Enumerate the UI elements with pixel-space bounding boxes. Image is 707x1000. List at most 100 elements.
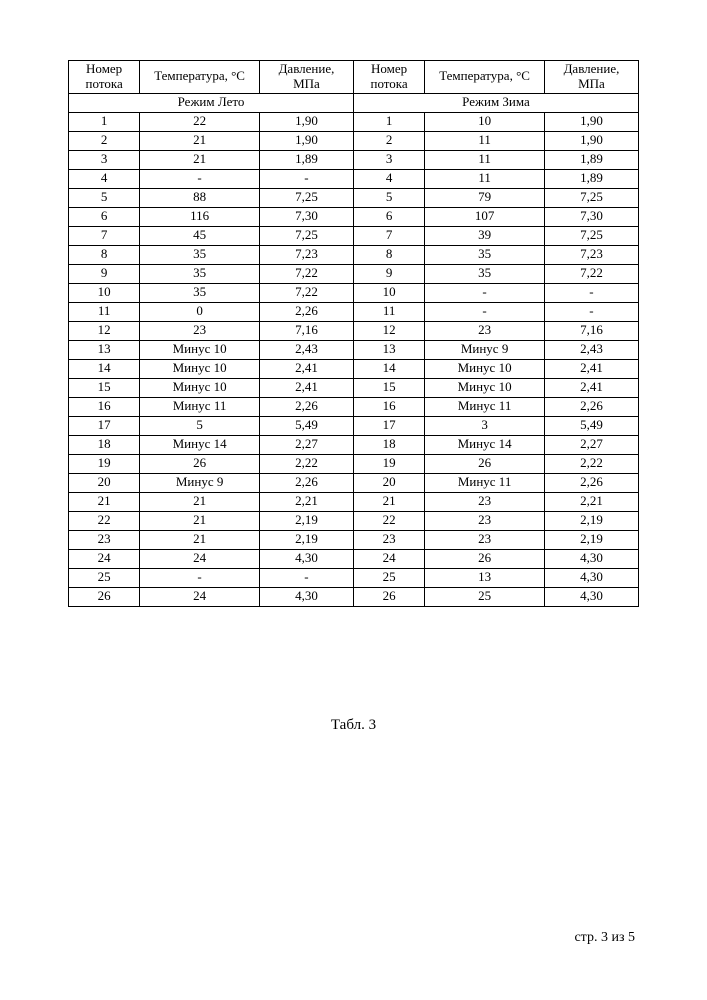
table-row: 5887,255797,25: [69, 188, 639, 207]
cell-l_press: 2,21: [259, 492, 353, 511]
cell-l_num: 13: [69, 340, 140, 359]
cell-l_num: 9: [69, 264, 140, 283]
cell-r_press: 7,30: [544, 207, 638, 226]
cell-l_num: 24: [69, 549, 140, 568]
cell-l_press: 4,30: [259, 549, 353, 568]
table-row: 15Минус 102,4115Минус 102,41: [69, 378, 639, 397]
cell-r_press: 2,22: [544, 454, 638, 473]
cell-l_press: 1,90: [259, 112, 353, 131]
cell-r_temp: Минус 14: [425, 435, 545, 454]
cell-l_temp: 88: [140, 188, 260, 207]
cell-r_press: 2,19: [544, 511, 638, 530]
cell-l_press: 7,25: [259, 188, 353, 207]
cell-l_temp: 0: [140, 302, 260, 321]
cell-r_temp: 11: [425, 169, 545, 188]
cell-l_temp: 26: [140, 454, 260, 473]
cell-l_press: 2,19: [259, 511, 353, 530]
table-row: 1221,901101,90: [69, 112, 639, 131]
cell-r_press: 2,41: [544, 359, 638, 378]
cell-l_temp: 21: [140, 150, 260, 169]
cell-l_press: 2,41: [259, 359, 353, 378]
cell-l_temp: Минус 10: [140, 340, 260, 359]
page-footer: стр. 3 из 5: [574, 930, 635, 946]
cell-r_temp: 13: [425, 568, 545, 587]
cell-r_temp: Минус 11: [425, 397, 545, 416]
cell-r_num: 9: [353, 264, 424, 283]
table-row: 25--25134,30: [69, 568, 639, 587]
cell-l_temp: Минус 10: [140, 359, 260, 378]
cell-l_press: 1,90: [259, 131, 353, 150]
cell-r_press: 1,89: [544, 150, 638, 169]
table-row: 8357,238357,23: [69, 245, 639, 264]
cell-l_temp: 45: [140, 226, 260, 245]
cell-l_press: 7,22: [259, 264, 353, 283]
cell-l_num: 15: [69, 378, 140, 397]
table-row: 1755,491735,49: [69, 416, 639, 435]
cell-l_press: 2,26: [259, 473, 353, 492]
cell-r_temp: 23: [425, 530, 545, 549]
header-left-press: Давление, МПа: [259, 61, 353, 94]
cell-l_num: 7: [69, 226, 140, 245]
cell-r_num: 22: [353, 511, 424, 530]
cell-l_press: 2,22: [259, 454, 353, 473]
table-row: 21212,2121232,21: [69, 492, 639, 511]
table-row: 4--4111,89: [69, 169, 639, 188]
cell-r_temp: 23: [425, 492, 545, 511]
cell-l_num: 16: [69, 397, 140, 416]
cell-r_num: 17: [353, 416, 424, 435]
cell-r_press: 4,30: [544, 549, 638, 568]
cell-r_num: 7: [353, 226, 424, 245]
cell-r_temp: Минус 10: [425, 359, 545, 378]
cell-l_press: 2,43: [259, 340, 353, 359]
table-caption: Табл. 3: [68, 717, 639, 734]
header-left-num: Номер потока: [69, 61, 140, 94]
table-row: 20Минус 92,2620Минус 112,26: [69, 473, 639, 492]
cell-l_press: 7,22: [259, 283, 353, 302]
cell-l_num: 23: [69, 530, 140, 549]
cell-l_num: 10: [69, 283, 140, 302]
header-row: Номер потока Температура, °C Давление, М…: [69, 61, 639, 94]
cell-l_temp: 21: [140, 511, 260, 530]
cell-l_temp: -: [140, 169, 260, 188]
cell-r_num: 23: [353, 530, 424, 549]
cell-l_press: 2,27: [259, 435, 353, 454]
cell-r_num: 4: [353, 169, 424, 188]
cell-r_temp: Минус 11: [425, 473, 545, 492]
cell-l_temp: 5: [140, 416, 260, 435]
table-row: 10357,2210--: [69, 283, 639, 302]
table-row: 2211,902111,90: [69, 131, 639, 150]
cell-l_press: -: [259, 568, 353, 587]
cell-l_temp: 21: [140, 131, 260, 150]
table-row: 16Минус 112,2616Минус 112,26: [69, 397, 639, 416]
cell-r_num: 6: [353, 207, 424, 226]
subheader-row: Режим Лето Режим Зима: [69, 93, 639, 112]
table-row: 61167,3061077,30: [69, 207, 639, 226]
cell-l_num: 12: [69, 321, 140, 340]
cell-r_num: 21: [353, 492, 424, 511]
cell-r_temp: Минус 9: [425, 340, 545, 359]
cell-r_press: 7,16: [544, 321, 638, 340]
table-row: 18Минус 142,2718Минус 142,27: [69, 435, 639, 454]
table-row: 26244,3026254,30: [69, 587, 639, 606]
table-row: 12237,1612237,16: [69, 321, 639, 340]
cell-r_press: 2,41: [544, 378, 638, 397]
data-table: Номер потока Температура, °C Давление, М…: [68, 60, 639, 607]
table-body: 1221,901101,902211,902111,903211,893111,…: [69, 112, 639, 606]
cell-l_num: 22: [69, 511, 140, 530]
table-row: 13Минус 102,4313Минус 92,43: [69, 340, 639, 359]
header-left-temp: Температура, °C: [140, 61, 260, 94]
cell-l_press: 4,30: [259, 587, 353, 606]
cell-r_num: 13: [353, 340, 424, 359]
cell-r_num: 20: [353, 473, 424, 492]
cell-r_press: 2,26: [544, 473, 638, 492]
table-row: 23212,1923232,19: [69, 530, 639, 549]
cell-l_press: 7,25: [259, 226, 353, 245]
cell-r_temp: 10: [425, 112, 545, 131]
cell-r_press: 7,25: [544, 226, 638, 245]
cell-l_press: 2,26: [259, 302, 353, 321]
cell-l_temp: Минус 9: [140, 473, 260, 492]
cell-r_temp: 26: [425, 549, 545, 568]
cell-r_press: 7,23: [544, 245, 638, 264]
cell-r_press: -: [544, 302, 638, 321]
cell-l_press: 5,49: [259, 416, 353, 435]
